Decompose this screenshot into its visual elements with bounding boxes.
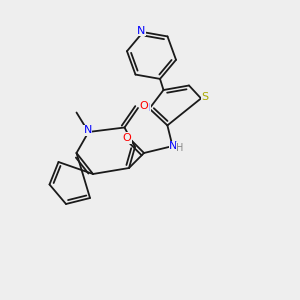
- Text: N: N: [142, 103, 151, 113]
- Text: S: S: [202, 92, 209, 103]
- Text: O: O: [123, 133, 132, 143]
- Text: O: O: [140, 100, 148, 111]
- Text: N: N: [83, 125, 92, 136]
- Text: H: H: [176, 142, 184, 153]
- Text: N: N: [169, 141, 178, 151]
- Text: N: N: [137, 26, 146, 36]
